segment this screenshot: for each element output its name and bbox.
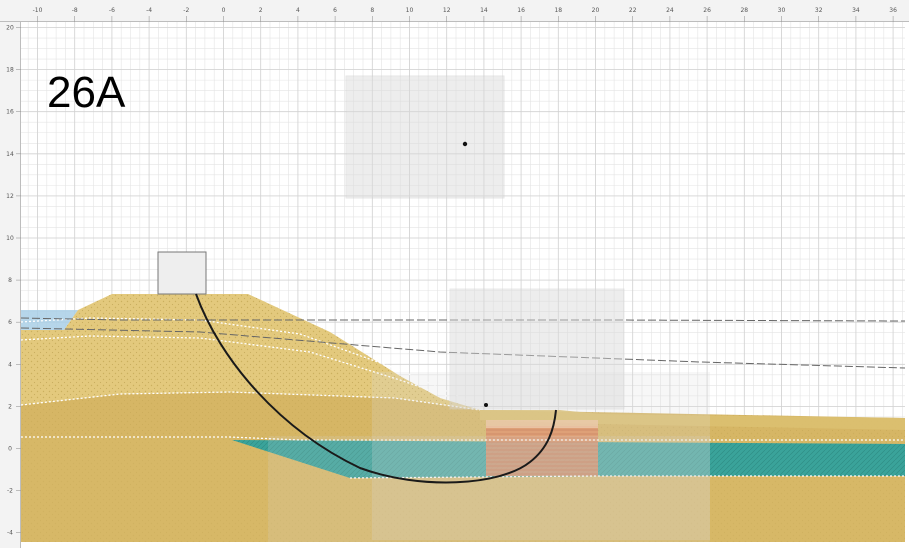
y-ruler-label: 4: [8, 361, 12, 368]
tangent-line-box[interactable]: [449, 288, 625, 410]
y-ruler-label: 18: [6, 67, 14, 74]
x-ruler-label: 2: [259, 7, 263, 14]
x-ruler-label: 0: [222, 7, 226, 14]
x-ruler-label: 6: [333, 7, 337, 14]
slip-circle-center-grid[interactable]: [345, 75, 505, 199]
y-ruler-label: 10: [6, 235, 14, 242]
case-label: 26A: [47, 68, 126, 117]
x-ruler-label: 16: [517, 7, 525, 14]
entry-point-icon: [484, 403, 488, 407]
y-ruler-label: -4: [7, 530, 13, 537]
search-area-box: [372, 372, 710, 540]
crest-load-block[interactable]: [157, 251, 207, 295]
y-ruler-label: 2: [8, 403, 12, 410]
y-ruler-label: 12: [6, 193, 14, 200]
y-ruler-label: 8: [8, 277, 12, 284]
x-ruler-label: 22: [629, 7, 637, 14]
grid-center-point-icon: [462, 141, 468, 147]
x-ruler-label: 14: [480, 7, 488, 14]
x-ruler-label: 32: [815, 7, 823, 14]
x-ruler-label: 36: [889, 7, 897, 14]
x-ruler-label: 4: [296, 7, 300, 14]
critical-slip-surface: [195, 293, 557, 484]
x-ruler-label: 34: [852, 7, 860, 14]
x-ruler-label: -10: [33, 7, 43, 14]
phreatic-lines: [21, 317, 905, 369]
x-ruler-label: 28: [740, 7, 748, 14]
top-ruler: -10 -8 -6 -4 -2 0 2 4 6 8 10 12 14 16 18 20 22 24 26 28 30 32…: [0, 0, 909, 22]
x-ruler-label: -8: [72, 7, 78, 14]
toe-berm: [480, 410, 905, 430]
y-ruler-label: 6: [8, 319, 12, 326]
y-ruler-label: 14: [6, 151, 14, 158]
x-ruler-label: 24: [666, 7, 674, 14]
y-ruler-label: 0: [8, 446, 12, 453]
x-ruler-label: 18: [554, 7, 562, 14]
x-ruler-label: 26: [703, 7, 711, 14]
x-ruler-label: 12: [443, 7, 451, 14]
x-ruler-label: 20: [592, 7, 600, 14]
x-ruler-label: 10: [406, 7, 414, 14]
x-ruler-label: 30: [778, 7, 786, 14]
y-ruler-label: -2: [7, 488, 13, 495]
x-ruler-label: -2: [183, 7, 189, 14]
y-ruler-label: 20: [6, 25, 14, 32]
x-ruler-label: 8: [370, 7, 374, 14]
x-ruler-label: -6: [109, 7, 115, 14]
x-ruler-label: -4: [146, 7, 152, 14]
load-box: [268, 436, 710, 542]
y-ruler-label: 16: [6, 109, 14, 116]
